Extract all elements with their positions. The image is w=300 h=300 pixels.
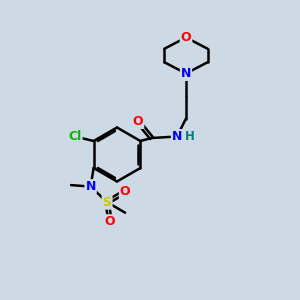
Text: O: O [181,31,191,44]
Text: O: O [105,215,116,228]
Text: O: O [120,185,130,198]
Text: N: N [85,180,96,193]
Text: H: H [185,130,194,143]
Text: S: S [103,196,112,209]
Text: Cl: Cl [68,130,82,143]
Text: O: O [133,115,143,128]
Text: N: N [172,130,182,143]
Text: N: N [181,67,191,80]
